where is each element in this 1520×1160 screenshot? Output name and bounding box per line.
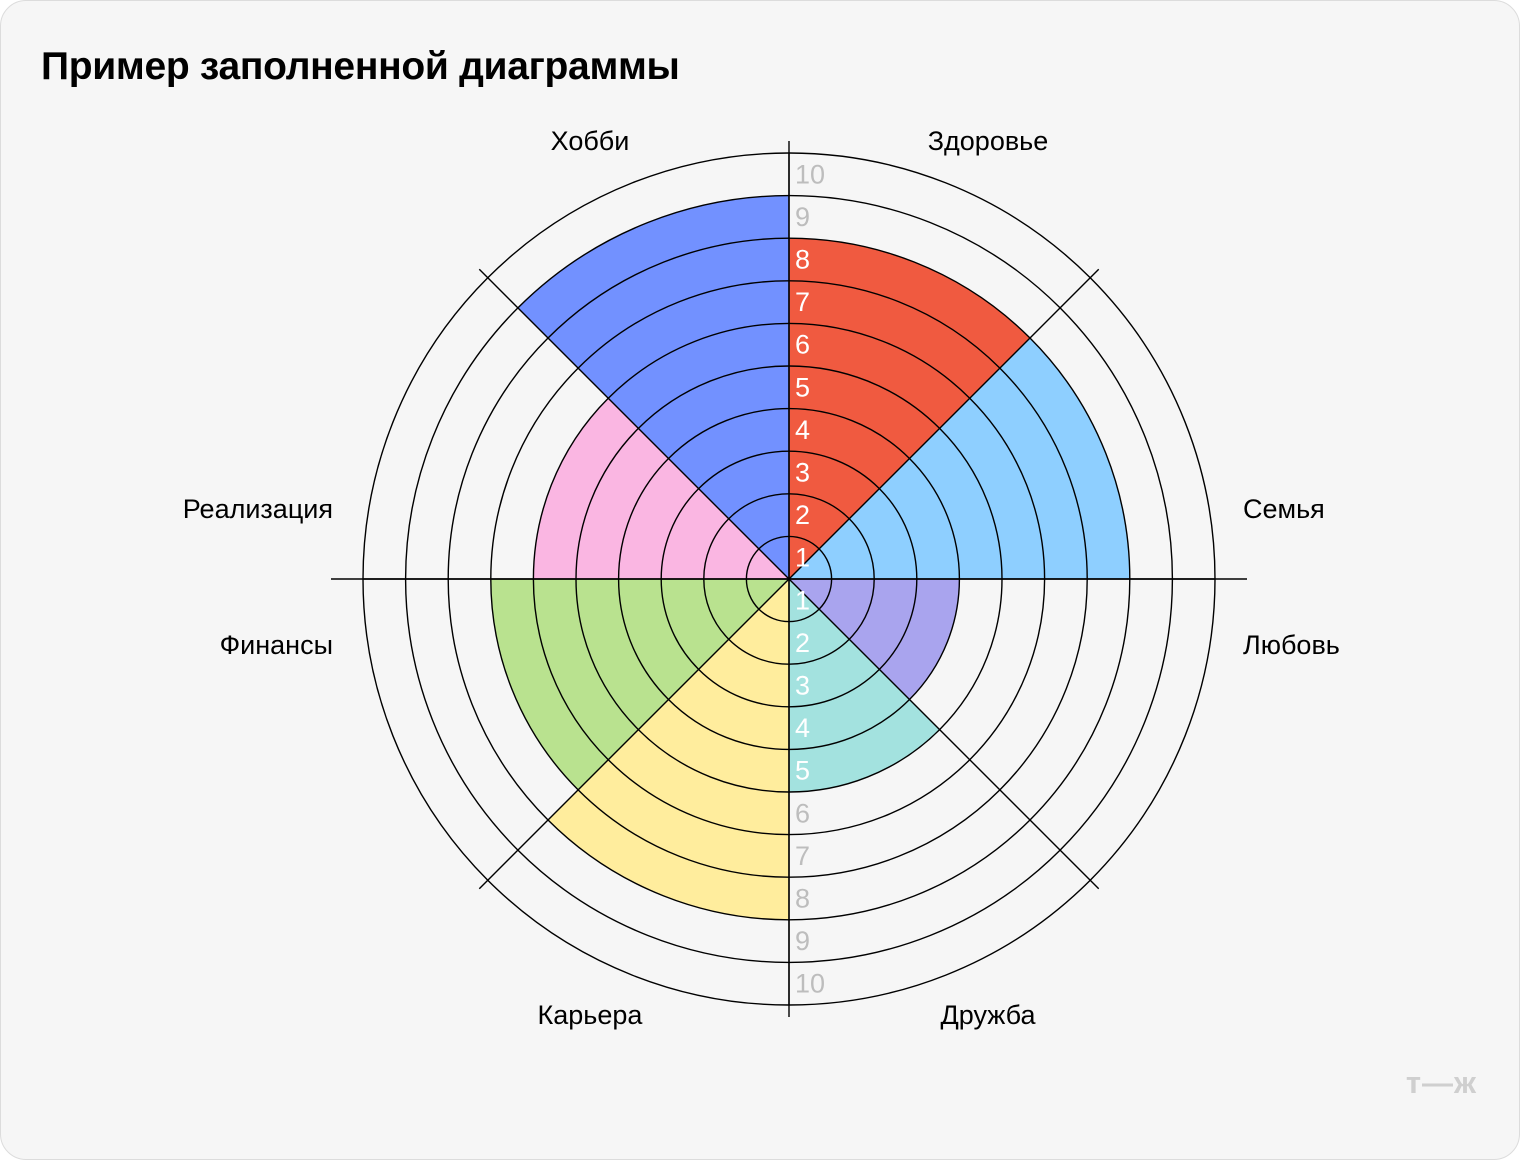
sector-2 [789, 338, 1130, 579]
spoke-8 [478, 268, 790, 580]
category-label-7: Реализация [183, 494, 333, 524]
scale-label-bottom-7: 7 [795, 841, 810, 871]
scale-label-top-3: 3 [795, 458, 810, 488]
page-title: Пример заполненной диаграммы [41, 45, 680, 88]
sectors-layer [490, 195, 1130, 920]
sector-1 [789, 238, 1030, 579]
category-label-4: Дружба [940, 1000, 1036, 1030]
scale-label-bottom-5: 5 [795, 756, 810, 786]
scale-label-bottom-10: 10 [795, 969, 825, 999]
category-label-5: Карьера [538, 1000, 644, 1030]
spoke-2 [788, 268, 1100, 580]
scale-label-top-9: 9 [795, 202, 810, 232]
scale-label-bottom-1: 1 [795, 585, 810, 615]
category-label-8: Хобби [551, 126, 630, 156]
scale-label-top-4: 4 [795, 415, 810, 445]
scale-label-top-7: 7 [795, 287, 810, 317]
scale-label-bottom-3: 3 [795, 671, 810, 701]
scale-label-bottom-4: 4 [795, 713, 810, 743]
scale-label-top-10: 10 [795, 159, 825, 189]
scale-label-top-2: 2 [795, 500, 810, 530]
scale-label-top-8: 8 [795, 245, 810, 275]
scale-label-bottom-2: 2 [795, 628, 810, 658]
sector-7 [533, 398, 789, 579]
category-label-1: Здоровье [928, 126, 1049, 156]
sector-5 [548, 579, 789, 920]
spokes-layer [331, 141, 1247, 1017]
tzh-logo: т—ж [1405, 1065, 1477, 1100]
scale-labels-layer: 1 2 3 4 5 6 7 8 9 10 1 2 3 4 5 6 7 8 9 10 [795, 159, 825, 998]
category-labels-layer: Здоровье Семья Любовь Дружба Карьера Финансы Р… [183, 126, 1340, 1030]
sector-3 [789, 579, 960, 700]
category-label-2: Семья [1243, 494, 1325, 524]
scale-label-top-5: 5 [795, 372, 810, 402]
spoke-4 [788, 578, 1100, 890]
scale-label-bottom-8: 8 [795, 884, 810, 914]
scale-label-top-1: 1 [795, 543, 810, 573]
spoke-6 [478, 578, 790, 890]
category-label-3: Любовь [1243, 630, 1340, 660]
scale-label-bottom-9: 9 [795, 926, 810, 956]
category-label-6: Финансы [220, 630, 333, 660]
scale-label-bottom-6: 6 [795, 798, 810, 828]
sector-6 [490, 579, 789, 790]
sector-8 [517, 195, 789, 579]
scale-label-top-6: 6 [795, 330, 810, 360]
sector-4 [789, 579, 940, 792]
